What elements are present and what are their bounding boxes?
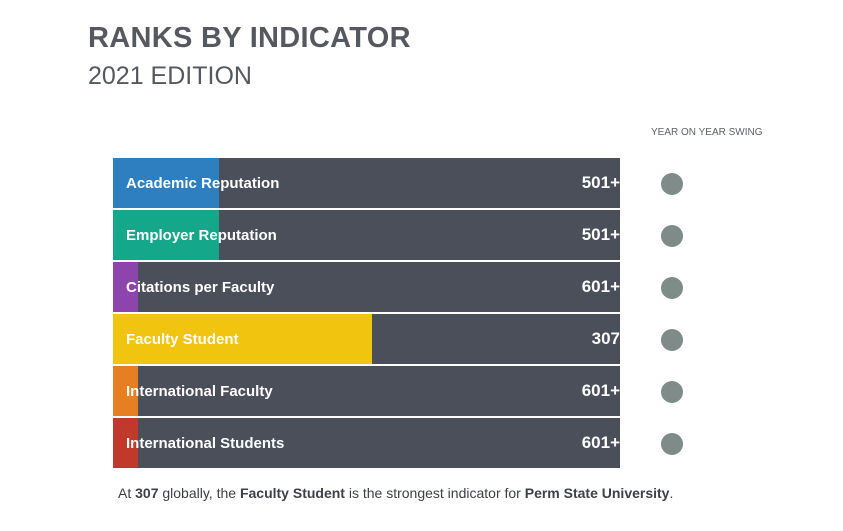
page-subtitle: 2021 EDITION — [88, 62, 252, 90]
swing-indicator-dot — [661, 225, 683, 247]
indicator-bar-chart: Academic Reputation 501+ Employer Reputati… — [113, 158, 733, 470]
swing-indicator-dot — [661, 329, 683, 351]
indicator-label: Citations per Faculty — [126, 279, 275, 296]
rank-value: 307 — [591, 329, 620, 348]
indicator-row: Academic Reputation 501+ — [113, 158, 733, 208]
bar-track — [113, 262, 620, 312]
summary-mid2: is the strongest indicator for — [344, 485, 525, 501]
indicator-label: Employer Reputation — [126, 227, 277, 244]
swing-indicator-dot — [661, 277, 683, 299]
rank-value: 601+ — [581, 381, 620, 400]
rank-value: 501+ — [581, 173, 620, 192]
summary-suffix: . — [669, 485, 674, 501]
indicator-row: Citations per Faculty 601+ — [113, 262, 733, 312]
bar-fill — [113, 314, 372, 364]
rank-value: 501+ — [581, 225, 620, 244]
indicator-label: Academic Reputation — [126, 175, 280, 192]
indicator-row: Employer Reputation 501+ — [113, 210, 733, 260]
bar-fill — [113, 262, 138, 312]
bar-fill — [113, 366, 138, 416]
indicator-label: Faculty Student — [126, 331, 239, 348]
indicator-label: International Faculty — [126, 383, 273, 400]
indicator-row: Faculty Student 307 — [113, 314, 733, 364]
summary-rank: 307 — [135, 485, 159, 501]
swing-indicator-dot — [661, 173, 683, 195]
summary-mid1: globally, the — [158, 485, 240, 501]
page-title: RANKS BY INDICATOR — [88, 22, 411, 54]
swing-indicator-dot — [661, 433, 683, 455]
summary-indicator: Faculty Student — [239, 485, 345, 501]
summary-text: At 307 globally, the Faculty Student is … — [118, 485, 673, 501]
indicator-row: International Students 601+ — [113, 418, 733, 468]
summary-university: Perm State University — [524, 485, 670, 501]
bar-fill — [113, 210, 219, 260]
indicator-row: International Faculty 601+ — [113, 366, 733, 416]
bar-fill — [113, 158, 219, 208]
rank-value: 601+ — [581, 277, 620, 296]
rank-value: 601+ — [581, 433, 620, 452]
swing-column-header: YEAR ON YEAR SWING — [651, 127, 763, 138]
bar-track — [113, 366, 620, 416]
bar-track — [113, 418, 620, 468]
summary-prefix: At — [118, 485, 136, 501]
swing-indicator-dot — [661, 381, 683, 403]
bar-fill — [113, 418, 138, 468]
indicator-label: International Students — [126, 435, 285, 452]
